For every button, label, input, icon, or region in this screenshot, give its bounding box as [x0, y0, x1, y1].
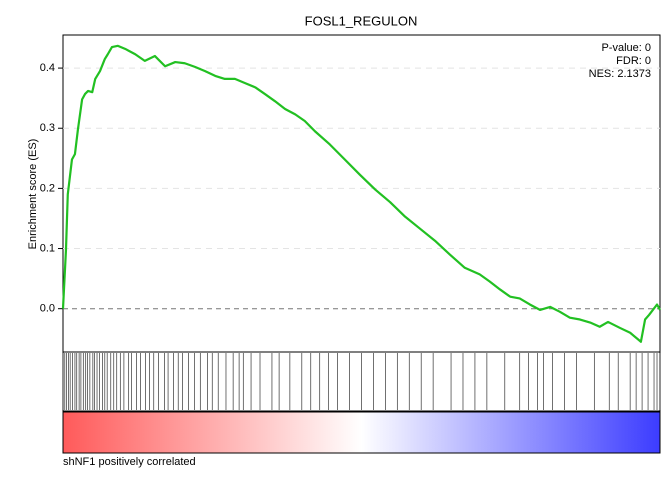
chart-title: FOSL1_REGULON [305, 13, 418, 28]
rank-gradient [62, 411, 661, 454]
x-caption: shNF1 positively correlated [63, 456, 196, 468]
y-tick-label: 0.1 [40, 242, 55, 254]
stat-text: FDR: 0 [616, 55, 651, 67]
es-line [61, 44, 661, 343]
stat-text: NES: 2.1373 [589, 68, 651, 80]
y-tick-label: 0.4 [40, 62, 55, 74]
y-tick-label: 0.2 [40, 182, 55, 194]
stat-text: P-value: 0 [601, 42, 651, 54]
y-axis-label: Enrichment score (ES) [27, 139, 39, 250]
y-tick-label: 0.3 [40, 122, 55, 134]
plot-frame [62, 34, 661, 353]
y-tick-label: 0.0 [40, 303, 55, 315]
